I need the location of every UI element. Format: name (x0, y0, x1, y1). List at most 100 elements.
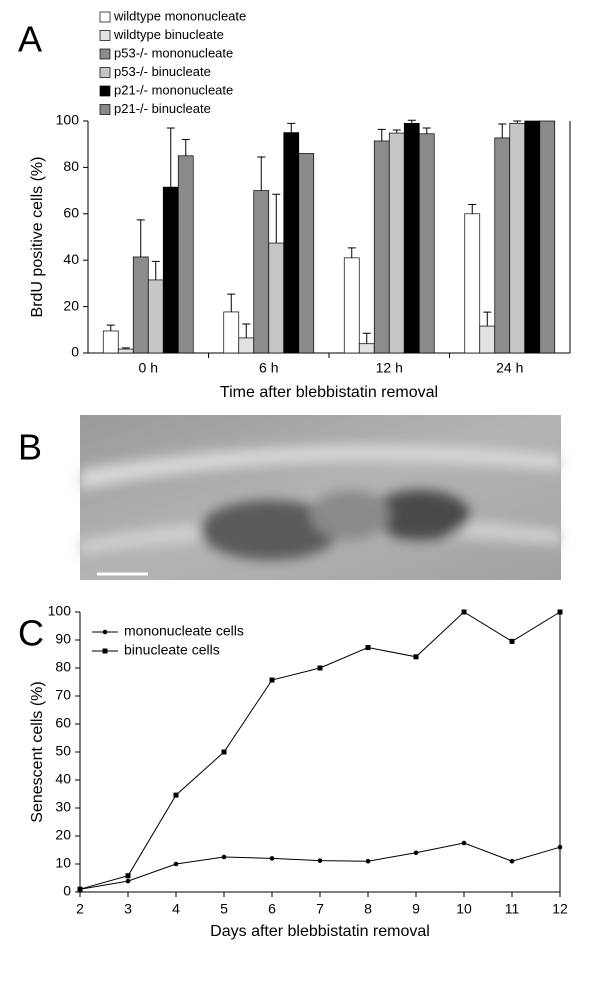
x-tick-label: 11 (505, 901, 520, 917)
x-tick-label: 12 (552, 901, 568, 917)
marker (173, 792, 179, 798)
error-bar (468, 204, 477, 214)
y-tick-label: 30 (55, 799, 71, 815)
error-bar (181, 139, 190, 156)
bar (418, 133, 435, 354)
bar (223, 311, 240, 354)
bar (403, 122, 420, 354)
error-bar (498, 123, 507, 138)
x-tick-label: 6 h (259, 360, 278, 376)
error-bar (407, 119, 416, 124)
legend-swatch (99, 11, 111, 23)
bar (358, 343, 375, 354)
y-tick-label: 90 (55, 631, 71, 647)
x-tick-label: 12 h (376, 360, 403, 376)
marker (557, 844, 563, 850)
bar (464, 213, 481, 354)
y-axis-label: Senescent cells (%) (29, 681, 46, 822)
legend-label: wildtype binucleate (113, 27, 224, 42)
marker (413, 850, 419, 856)
bar (494, 137, 511, 354)
x-tick-label: 0 h (139, 360, 158, 376)
legend-swatch (99, 30, 111, 41)
x-tick-label: 7 (316, 901, 324, 917)
marker (413, 654, 419, 660)
y-axis-label: BrdU positive cells (%) (29, 157, 46, 318)
error-bar (347, 247, 356, 258)
legend-swatch (99, 104, 111, 115)
error-bar (362, 332, 371, 344)
legend-swatch (99, 48, 111, 60)
legend-label: p21-/- mononucleate (114, 82, 233, 97)
bar (253, 190, 270, 354)
bar (283, 132, 300, 354)
x-tick-label: 2 (76, 901, 84, 917)
bar (147, 279, 164, 354)
bar (343, 257, 360, 354)
y-tick-label: 10 (55, 855, 71, 871)
marker (365, 858, 371, 864)
marker (173, 861, 179, 867)
marker (125, 873, 131, 879)
error-bar (151, 260, 160, 280)
legend-label: p21-/- binucleate (114, 101, 211, 116)
x-tick-label: 3 (124, 901, 132, 917)
bar (298, 153, 315, 354)
marker (365, 645, 371, 651)
marker (77, 886, 83, 892)
error-bar (422, 127, 431, 134)
x-tick-label: 8 (364, 901, 372, 917)
y-tick-label: 40 (55, 771, 71, 787)
micrograph (80, 415, 561, 580)
bar (268, 242, 285, 354)
legend-swatch (99, 67, 111, 78)
marker (269, 856, 275, 861)
bar (388, 132, 405, 354)
marker (557, 609, 563, 615)
error-bar (392, 129, 401, 134)
bar (479, 325, 496, 354)
error-bar (272, 193, 281, 244)
marker (461, 609, 467, 615)
bar (117, 348, 134, 354)
error-bar (257, 156, 266, 191)
legend-label: wildtype mononucleate (113, 8, 246, 23)
marker (509, 858, 515, 864)
marker (509, 638, 515, 644)
bar (162, 186, 179, 354)
error-bar (242, 323, 251, 338)
y-tick-label: 100 (56, 112, 80, 128)
x-tick-label: 24 h (496, 360, 523, 376)
marker (125, 878, 131, 884)
x-tick-label: 4 (172, 901, 180, 917)
y-tick-label: 0 (63, 883, 71, 899)
marker (102, 648, 108, 654)
bar (524, 120, 541, 354)
x-tick-label: 9 (412, 901, 420, 917)
y-tick-label: 80 (63, 158, 79, 174)
error-bar (287, 122, 296, 133)
y-tick-label: 0 (71, 344, 79, 360)
bar (539, 120, 556, 354)
marker (317, 858, 323, 863)
y-tick-label: 60 (63, 205, 79, 221)
y-tick-label: 60 (55, 715, 71, 731)
bar (102, 330, 119, 354)
marker (221, 854, 227, 860)
y-tick-label: 40 (63, 251, 79, 267)
marker (269, 677, 275, 683)
x-tick-label: 10 (456, 901, 472, 917)
y-tick-label: 100 (48, 603, 72, 619)
panel-label: A (18, 19, 42, 60)
x-tick-label: 5 (220, 901, 228, 917)
error-bar (513, 120, 522, 124)
error-bar (166, 127, 175, 188)
y-tick-label: 80 (55, 659, 71, 675)
y-tick-label: 70 (55, 687, 71, 703)
error-bar (483, 311, 492, 327)
bar (132, 256, 149, 354)
legend-swatch (99, 85, 111, 97)
y-tick-label: 20 (63, 297, 79, 313)
